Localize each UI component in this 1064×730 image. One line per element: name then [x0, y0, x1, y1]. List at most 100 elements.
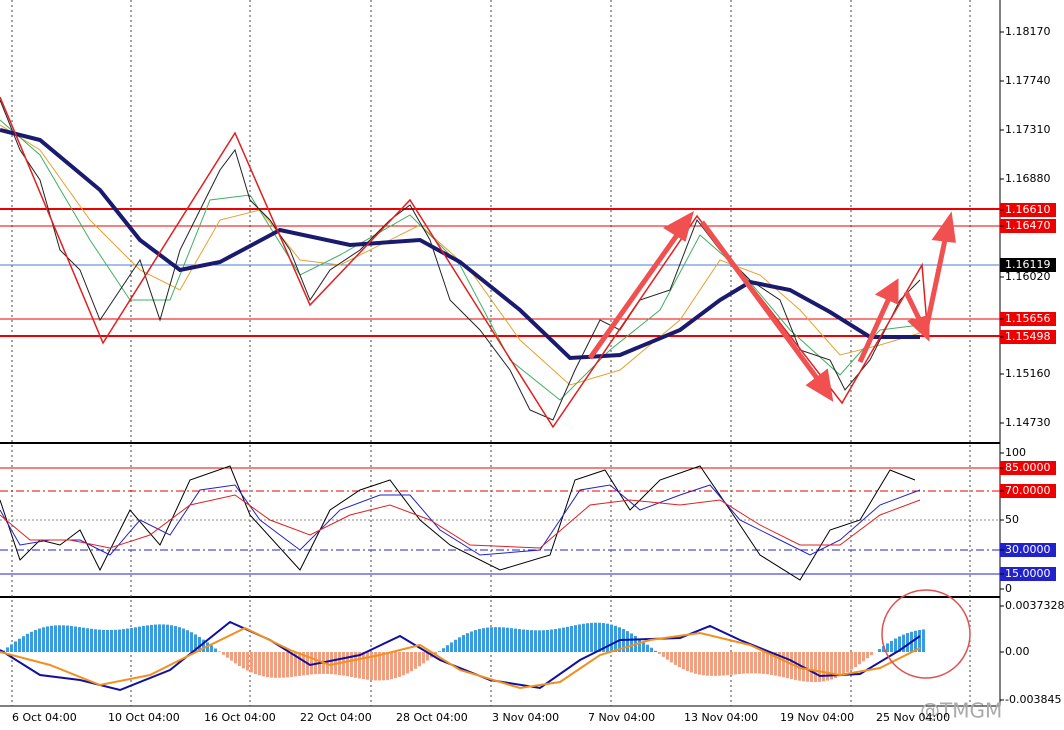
histogram-bar — [542, 630, 545, 652]
time-label: 6 Oct 04:00 — [12, 711, 77, 724]
histogram-bar — [58, 625, 61, 652]
histogram-bar — [546, 630, 549, 652]
histogram-bar — [86, 628, 89, 652]
histogram-bar — [230, 652, 233, 661]
histogram-bar — [502, 627, 505, 652]
histogram-bar — [674, 652, 677, 665]
histogram-bar — [366, 652, 369, 680]
histogram-bar — [722, 652, 725, 675]
histogram-bar — [182, 629, 185, 652]
histogram-bar — [66, 626, 69, 652]
histogram-bar — [886, 643, 889, 652]
histogram-bar — [658, 652, 661, 654]
histogram-bar — [46, 626, 49, 652]
histogram-bar — [786, 652, 789, 678]
histogram-bar — [782, 652, 785, 677]
histogram-bar — [678, 652, 681, 667]
axis-label: 1.16610 — [1005, 203, 1051, 216]
histogram-bar — [862, 652, 865, 661]
histogram-bar — [506, 628, 509, 652]
histogram-bar — [154, 625, 157, 652]
histogram-bar — [554, 629, 557, 652]
histogram-bar — [578, 624, 581, 652]
histogram-bar — [62, 625, 65, 652]
histogram-bar — [626, 631, 629, 652]
histogram-bar — [558, 628, 561, 652]
histogram-bar — [730, 652, 733, 675]
axis-label: 1.16020 — [1005, 270, 1051, 283]
histogram-bar — [654, 651, 657, 652]
histogram-bar — [274, 652, 277, 678]
histogram-bar — [714, 652, 717, 676]
histogram-bar — [570, 626, 573, 652]
histogram-bar — [814, 652, 817, 682]
axis-label: 15.0000 — [1005, 567, 1051, 580]
time-label: 10 Oct 04:00 — [108, 711, 180, 724]
histogram-bar — [766, 652, 769, 674]
axis-label: 0.00 — [1005, 645, 1030, 658]
histogram-bar — [178, 627, 181, 652]
histogram-bar — [130, 628, 133, 652]
histogram-bar — [482, 628, 485, 652]
histogram-bar — [186, 630, 189, 652]
histogram-bar — [438, 651, 441, 652]
histogram-bar — [894, 639, 897, 652]
histogram-bar — [510, 628, 513, 652]
histogram-bar — [870, 652, 873, 655]
histogram-bar — [250, 652, 253, 672]
histogram-bar — [586, 623, 589, 652]
histogram-bar — [406, 652, 409, 673]
histogram-bar — [50, 626, 53, 652]
histogram-bar — [598, 623, 601, 652]
histogram-bar — [14, 641, 17, 652]
histogram-bar — [386, 652, 389, 680]
histogram-bar — [270, 652, 273, 678]
histogram-bar — [362, 652, 365, 679]
histogram-bar — [646, 645, 649, 652]
histogram-bar — [418, 652, 421, 666]
histogram-bar — [90, 629, 93, 652]
histogram-bar — [450, 642, 453, 652]
histogram-bar — [34, 630, 37, 652]
histogram-bar — [26, 634, 29, 652]
axis-label: 1.15160 — [1005, 367, 1051, 380]
histogram-bar — [750, 652, 753, 673]
histogram-bar — [818, 652, 821, 682]
histogram-bar — [806, 652, 809, 682]
histogram-bar — [746, 652, 749, 673]
axis-label: 1.17310 — [1005, 123, 1051, 136]
axis-label: 0.0037328 — [1005, 599, 1064, 612]
time-label: 19 Nov 04:00 — [780, 711, 854, 724]
histogram-bar — [106, 630, 109, 652]
histogram-bar — [118, 630, 121, 652]
histogram-bar — [878, 649, 881, 652]
histogram-bar — [398, 652, 401, 677]
axis-label: 1.18170 — [1005, 25, 1051, 38]
histogram-bar — [906, 633, 909, 652]
histogram-bar — [6, 647, 9, 652]
histogram-bar — [550, 630, 553, 652]
histogram-bar — [742, 652, 745, 674]
histogram-bar — [286, 652, 289, 677]
histogram-bar — [590, 623, 593, 652]
histogram-bar — [114, 630, 117, 652]
axis-label: 1.15498 — [1005, 330, 1051, 343]
histogram-bar — [402, 652, 405, 675]
histogram-bar — [102, 630, 105, 652]
histogram-bar — [18, 639, 21, 652]
histogram-bar — [330, 652, 333, 674]
time-label: 28 Oct 04:00 — [396, 711, 468, 724]
histogram-bar — [838, 652, 841, 676]
histogram-bar — [38, 629, 41, 652]
histogram-bar — [342, 652, 345, 676]
axis-label: 100 — [1005, 446, 1026, 459]
histogram-bar — [518, 629, 521, 652]
histogram-bar — [498, 627, 501, 652]
histogram-bar — [614, 626, 617, 652]
histogram-bar — [134, 627, 137, 652]
histogram-bar — [54, 625, 57, 652]
histogram-bar — [686, 652, 689, 671]
histogram-bar — [490, 627, 493, 652]
time-label: 7 Nov 04:00 — [588, 711, 655, 724]
